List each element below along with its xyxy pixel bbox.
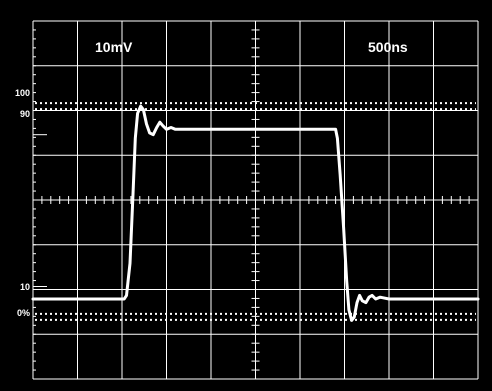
vertical-scale-label: 10mV (95, 39, 133, 55)
trace-line-0 (31, 104, 480, 322)
y-ref-label-90: 90 (20, 109, 30, 119)
time-scale-label: 500ns (368, 39, 408, 55)
reference-marks (32, 20, 479, 380)
y-ref-label-0: 0% (17, 308, 30, 318)
y-ref-label-10: 10 (20, 282, 30, 292)
y-ref-label-100: 100 (15, 88, 30, 98)
waveform-trace (31, 104, 480, 322)
